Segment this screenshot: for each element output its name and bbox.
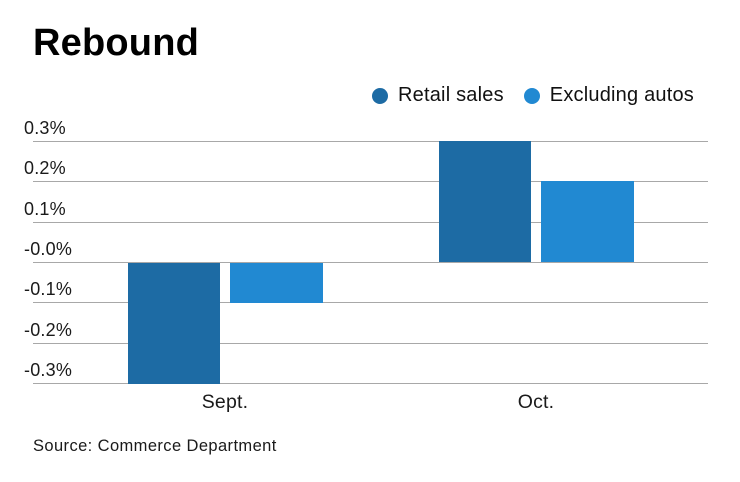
chart-legend: Retail sales Excluding autos (372, 84, 694, 107)
gridline-0-2 (33, 181, 708, 183)
gridline-0-2 (33, 342, 708, 344)
x-axis-label-sept: Sept. (201, 391, 249, 413)
gridline-0-1 (33, 302, 708, 304)
y-tick-label-0-2: -0.2% (24, 319, 73, 340)
gridline-0-0 (33, 262, 708, 263)
y-tick-label-0-1: 0.1% (24, 198, 66, 219)
gridline-0-3 (33, 141, 708, 143)
x-axis-label-oct: Oct. (517, 391, 555, 413)
bar-oct-retail-sales (438, 141, 531, 262)
legend-item-retail-sales: Retail sales (372, 84, 504, 107)
bar-sept-retail-sales (127, 263, 220, 384)
legend-label: Excluding autos (549, 84, 694, 106)
legend-dot-icon (523, 87, 540, 104)
legend-dot-icon (372, 87, 389, 104)
y-tick-label-0-3: 0.3% (24, 118, 66, 139)
gridline-0-1 (33, 221, 708, 223)
gridline-0-3 (33, 382, 708, 384)
source-attribution: Source: Commerce Department (33, 437, 277, 455)
bar-sept-excluding-autos (230, 263, 323, 304)
y-tick-label-0-0: -0.0% (24, 239, 73, 259)
y-tick-label-0-1: -0.1% (24, 279, 73, 300)
y-tick-label-0-3: -0.3% (24, 359, 73, 380)
legend-item-excluding-autos: Excluding autos (523, 84, 694, 107)
legend-label: Retail sales (398, 84, 504, 106)
bar-oct-excluding-autos (541, 181, 634, 262)
chart-title: Rebound (33, 22, 200, 64)
y-tick-label-0-2: 0.2% (24, 158, 66, 179)
